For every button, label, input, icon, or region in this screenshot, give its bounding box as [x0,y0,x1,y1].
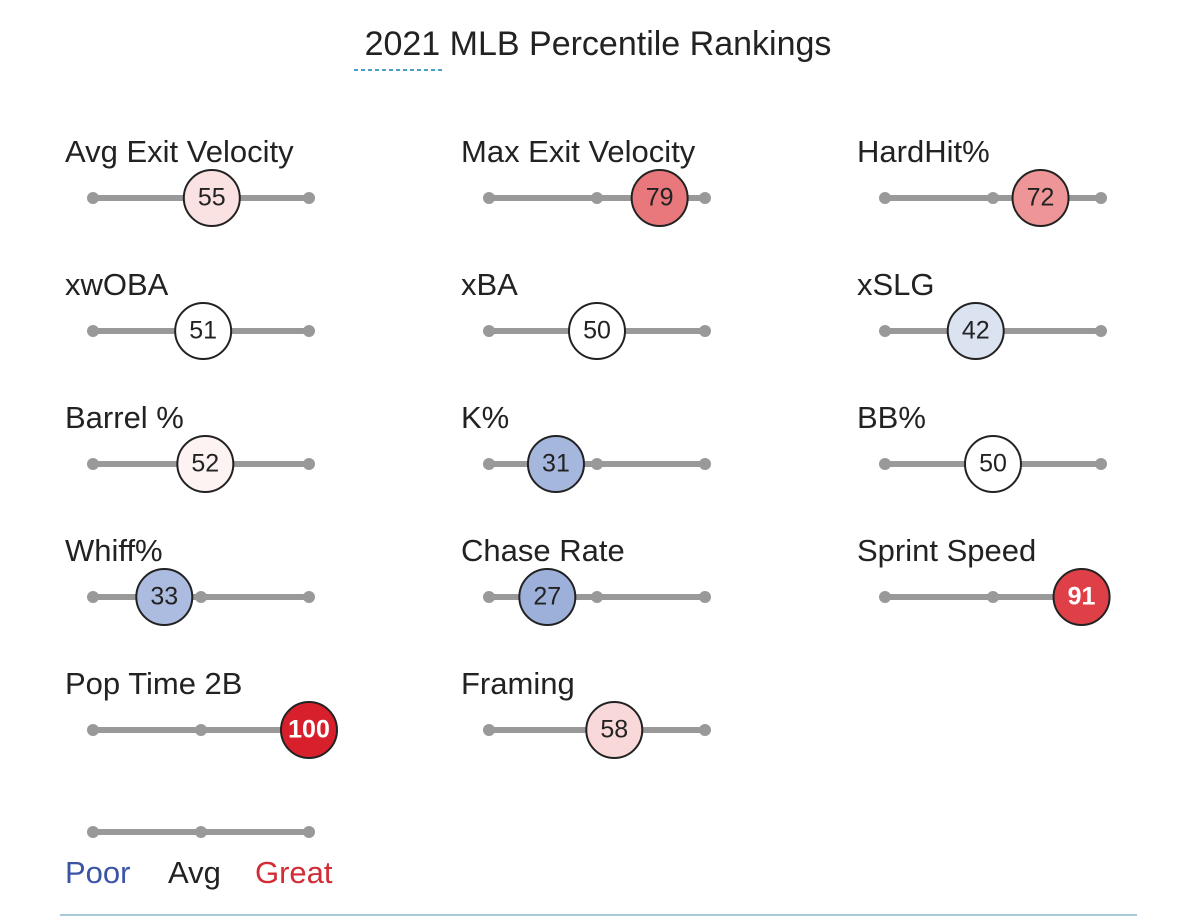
legend-avg: Avg [168,855,221,890]
legend-poor: Poor [65,855,130,890]
track-dot [1095,325,1107,337]
track-dot [483,591,495,603]
percentile-marker [630,169,689,227]
title: 2021 MLB Percentile Rankings [365,25,832,63]
track-dot [699,458,711,470]
metric-label: Avg Exit Velocity [65,134,294,169]
percentile-value: 50 [583,317,611,345]
metric-label: BB% [857,400,926,435]
percentile-marker [585,701,644,759]
track-dot [591,458,603,470]
legend-great: Great [255,855,333,890]
metric-label: xBA [461,267,518,302]
percentile-marker [526,435,585,493]
percentile-value: 79 [646,184,674,212]
track-dot [699,724,711,736]
metric-label: Whiff% [65,533,163,568]
track-dot [303,458,315,470]
legend-dot [195,826,207,838]
metric-label: Max Exit Velocity [461,134,696,169]
percentile-value: 91 [1068,583,1096,611]
track-dot [87,192,99,204]
track-dot [483,724,495,736]
track-dot [699,325,711,337]
percentile-value: 27 [533,583,561,611]
percentile-marker [135,568,194,626]
percentile-value: 100 [288,716,330,744]
legend-dot [303,826,315,838]
percentile-value: 31 [542,450,570,478]
track-dot [987,192,999,204]
track-dot [483,458,495,470]
metric-label: Chase Rate [461,533,625,568]
percentile-marker [176,435,235,493]
metric-label: xSLG [857,267,935,302]
legend-dot [87,826,99,838]
track-dot [879,591,891,603]
track-dot [1095,458,1107,470]
track-dot [303,325,315,337]
metric-label: Sprint Speed [857,533,1036,568]
track-dot [591,192,603,204]
track-dot [699,192,711,204]
percentile-marker [182,169,241,227]
percentile-marker [568,302,626,360]
percentile-marker [1011,169,1070,227]
legend: Poor Avg Great [65,826,333,890]
metric-label: Barrel % [65,400,184,435]
percentile-marker [174,302,233,360]
percentile-value: 50 [979,450,1007,478]
percentile-value: 58 [600,716,628,744]
track-dot [699,591,711,603]
track-dot [987,591,999,603]
percentile-value: 52 [191,450,219,478]
metric-label: K% [461,400,509,435]
track-dot [87,724,99,736]
percentile-value: 51 [189,317,217,345]
percentile-value: 33 [150,583,178,611]
track-dot [483,325,495,337]
percentile-value: 42 [962,317,990,345]
metric-label: HardHit% [857,134,990,169]
track-dot [303,591,315,603]
track-dot [1095,192,1107,204]
track-dot [303,192,315,204]
percentile-marker [964,435,1022,493]
track-dot [591,591,603,603]
percentile-value: 55 [198,184,226,212]
percentile-value: 72 [1027,184,1055,212]
track-dot [87,458,99,470]
metric-label: Pop Time 2B [65,666,242,701]
track-dot [483,192,495,204]
percentile-marker [1052,568,1111,626]
metric-label: Framing [461,666,575,701]
track-dot [195,591,207,603]
track-dot [195,724,207,736]
track-dot [87,325,99,337]
track-dot [879,325,891,337]
metric-label: xwOBA [65,267,169,302]
percentile-marker [280,701,338,759]
percentile-marker [518,568,577,626]
track-dot [87,591,99,603]
track-dot [879,458,891,470]
track-dot [879,192,891,204]
percentile-marker [946,302,1005,360]
